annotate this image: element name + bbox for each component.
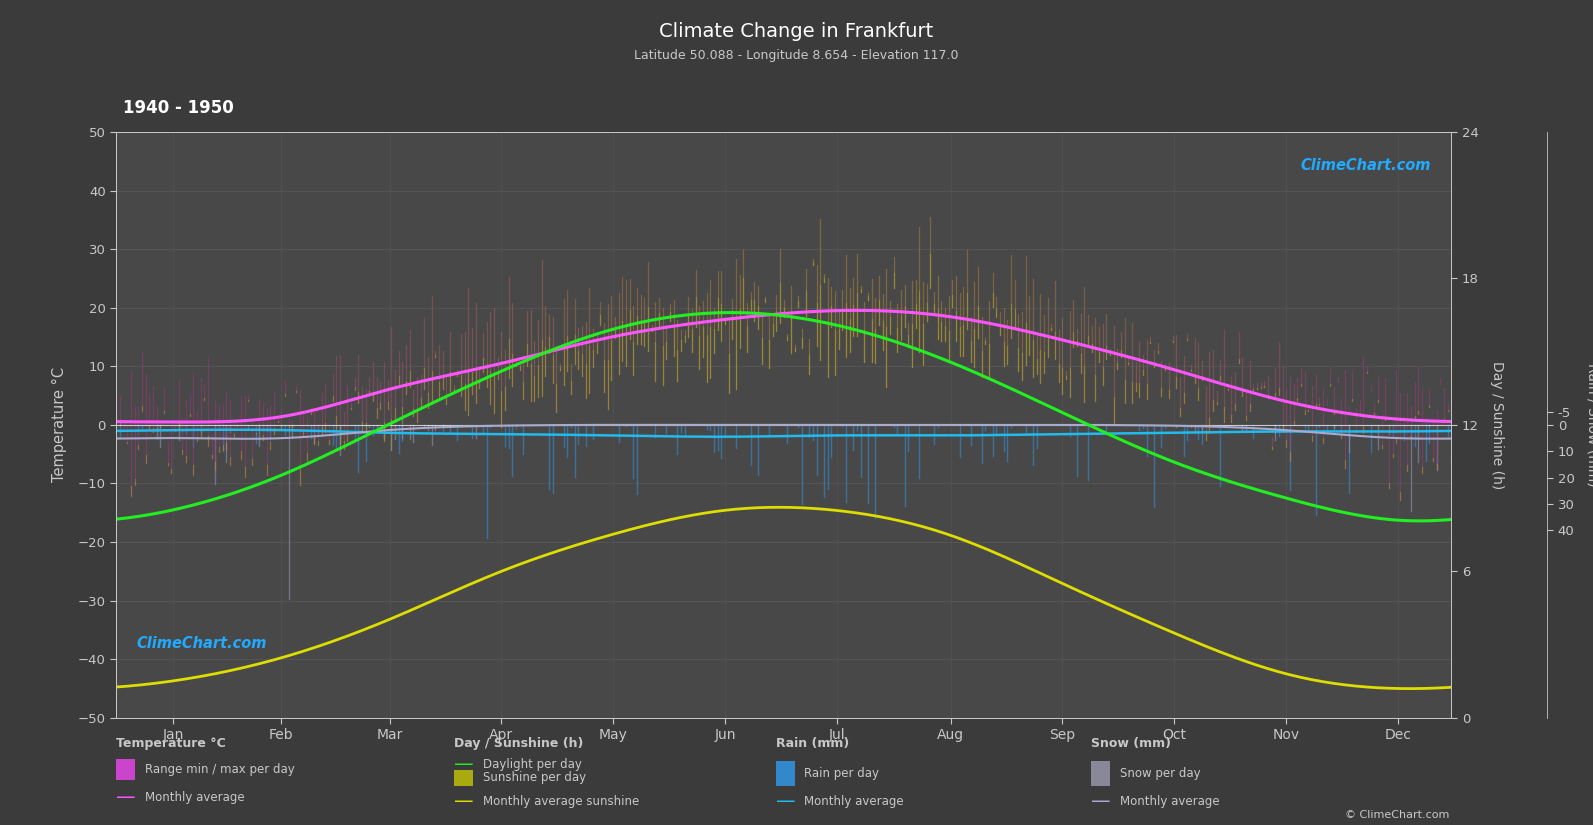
Text: Rain (mm): Rain (mm) [776, 737, 849, 750]
Text: —: — [776, 792, 795, 812]
Text: Monthly average: Monthly average [145, 791, 245, 804]
Text: —: — [454, 792, 473, 812]
Text: Day / Sunshine (h): Day / Sunshine (h) [454, 737, 583, 750]
Text: —: — [116, 788, 135, 808]
Text: Snow (mm): Snow (mm) [1091, 737, 1171, 750]
Text: Daylight per day: Daylight per day [483, 758, 581, 771]
Y-axis label: Day / Sunshine (h): Day / Sunshine (h) [1489, 361, 1504, 489]
Y-axis label: Rain / Snow (mm): Rain / Snow (mm) [1585, 363, 1593, 487]
Text: 1940 - 1950: 1940 - 1950 [123, 99, 234, 117]
Text: ClimeChart.com: ClimeChart.com [1301, 158, 1431, 173]
Text: Latitude 50.088 - Longitude 8.654 - Elevation 117.0: Latitude 50.088 - Longitude 8.654 - Elev… [634, 50, 959, 63]
Text: Monthly average sunshine: Monthly average sunshine [483, 795, 639, 808]
Text: Climate Change in Frankfurt: Climate Change in Frankfurt [660, 22, 933, 41]
Text: Monthly average: Monthly average [804, 795, 905, 808]
Text: Temperature °C: Temperature °C [116, 737, 226, 750]
Text: Range min / max per day: Range min / max per day [145, 763, 295, 776]
Text: Sunshine per day: Sunshine per day [483, 771, 586, 785]
Text: Monthly average: Monthly average [1120, 795, 1220, 808]
Text: ClimeChart.com: ClimeChart.com [137, 636, 266, 651]
Text: © ClimeChart.com: © ClimeChart.com [1344, 810, 1450, 820]
Text: —: — [1091, 792, 1110, 812]
Y-axis label: Temperature °C: Temperature °C [51, 367, 67, 483]
Text: Snow per day: Snow per day [1120, 767, 1201, 780]
Text: Rain per day: Rain per day [804, 767, 879, 780]
Text: —: — [454, 755, 473, 775]
